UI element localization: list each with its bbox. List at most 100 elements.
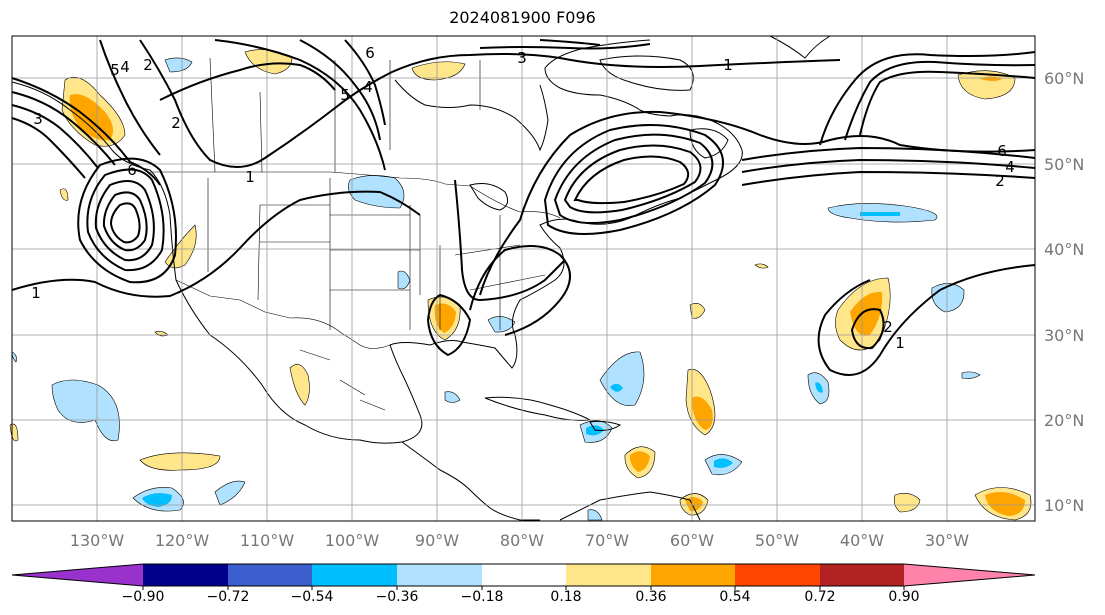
longitude-label: 120°W [155,531,210,550]
shade-pos-guiana-core [685,496,703,512]
colorbar-tick-label: −0.54 [291,589,334,605]
shade-neg-atl-c-core [610,383,623,392]
contour-gulf-2 [454,179,566,302]
shade-pos-small4 [754,263,769,269]
coastline-hudson-bay [394,79,549,152]
contour-east-high-4 [573,155,690,205]
longitude-label: 110°W [240,531,295,550]
colorbar-tick-label: −0.36 [376,589,419,605]
shading-layer [9,49,1032,521]
latitude-label: 10°N [1044,496,1084,515]
shade-pos-atl-s2 [893,493,921,513]
contour-label: 3 [517,49,527,67]
colorbar [11,563,1036,587]
contour-label: 6 [997,142,1007,160]
shade-pos-nevada [164,224,197,269]
contour-label: 5 [340,86,350,104]
contour-2-north [99,39,336,156]
contour-pacnw-band3 [11,104,99,169]
contour-east-small-2 [850,308,885,350]
colorbar-tick-labels: −0.90 −0.72 −0.54 −0.36 −0.18 0.18 0.36 0.54 0.7… [122,586,920,605]
contour-pacnw-band4 [11,117,86,179]
contour-east-high-2 [553,133,714,225]
contour-east-outer [479,110,1036,296]
longitude-label: 130°W [70,531,125,550]
colorbar-segment [566,564,651,586]
latitude-label: 30°N [1044,326,1084,345]
colorbar-segment [904,564,1035,586]
colorbar-segment [397,564,482,586]
contour-label: 1 [723,56,733,74]
latitude-label: 50°N [1044,155,1084,174]
contour-5-north [344,39,386,126]
contour-3-north [214,39,651,171]
contour-west-low-3 [94,180,155,262]
shade-neg-gulf [444,391,461,403]
gridline-layer [12,36,1035,521]
contour-east-ridge-6 [741,146,1036,161]
shade-pos-atl-se-core [985,491,1025,516]
border-us-canada [150,171,561,219]
contour-east-ridge-2 [741,170,1036,186]
contour-label: 2 [143,56,153,74]
shade-neg-leeward-core [714,458,733,468]
shade-neg-atl-e [931,283,965,313]
coastline-cuba [484,396,592,421]
latitude-labels: 60°N 50°N 40°N 30°N 20°N 10°N [1044,69,1084,515]
contour-label: 1 [245,168,255,186]
coastline-newfoundland [689,128,729,159]
contour-label: 2 [171,114,181,132]
colorbar-segment [482,564,566,586]
longitude-label: 50°W [755,531,799,550]
shade-pos-atl-mid-core [850,291,883,336]
coastline-baffin [599,55,694,91]
contour-east-ridge-4 [741,158,1036,173]
contour-west-low-4 [102,191,148,252]
longitude-label: 60°W [670,531,714,550]
contour-label: 2 [883,318,893,336]
contour-label: 4 [1005,158,1015,176]
contour-label: 6 [365,44,375,62]
shade-pos-small2 [9,423,19,442]
shade-neg-small2 [11,351,17,363]
shade-neg-eastpac-s-core [142,493,172,507]
border-canada-prov [209,57,481,173]
latitude-label: 60°N [1044,69,1084,88]
shade-neg-texas [397,270,411,290]
contour-east-atl-4 [844,60,1036,141]
map-title: 2024081900 F096 [449,8,596,27]
colorbar-segment [820,564,904,586]
colorbar-tick-label: 0.90 [888,589,919,605]
longitude-label: 80°W [500,531,544,550]
contour-1-west [11,190,421,298]
latitude-label: 40°N [1044,240,1084,259]
colorbar-tick-label: 0.72 [804,589,835,605]
shade-neg-eastpac-s2 [214,480,246,506]
coastline-south-america [559,491,701,521]
shade-neg-eastpac-n [51,379,120,442]
longitude-label: 70°W [585,531,629,550]
shade-neg-small1 [961,371,981,379]
longitude-labels: 130°W 120°W 110°W 100°W 90°W 80°W 70°W 60°W 50°W… [70,531,969,550]
longitude-label: 40°W [840,531,884,550]
border-us-mexico [175,279,391,349]
colorbar-segment [143,564,228,586]
shade-neg-atl-n-core [860,212,900,216]
contour-east-subtrop [817,264,1036,376]
border-states-1 [207,178,546,330]
shade-pos-bermuda [689,303,706,319]
shade-pos-bc [244,49,293,75]
coastline-hispaniola [589,420,622,431]
border-mexico-states [299,349,386,411]
contour-label: 1 [31,284,41,302]
colorbar-tick-label: −0.72 [207,589,250,605]
shade-pos-eastpac [139,452,221,471]
contour-label: 3 [33,110,43,128]
colorbar-segment [12,564,143,586]
map-frame [11,35,1036,522]
coastline-central-america [401,441,540,521]
contour-4-north [299,39,601,141]
contour-1-lakes [469,245,571,336]
shade-neg-georgia [487,316,516,333]
colorbar-segment [735,564,820,586]
